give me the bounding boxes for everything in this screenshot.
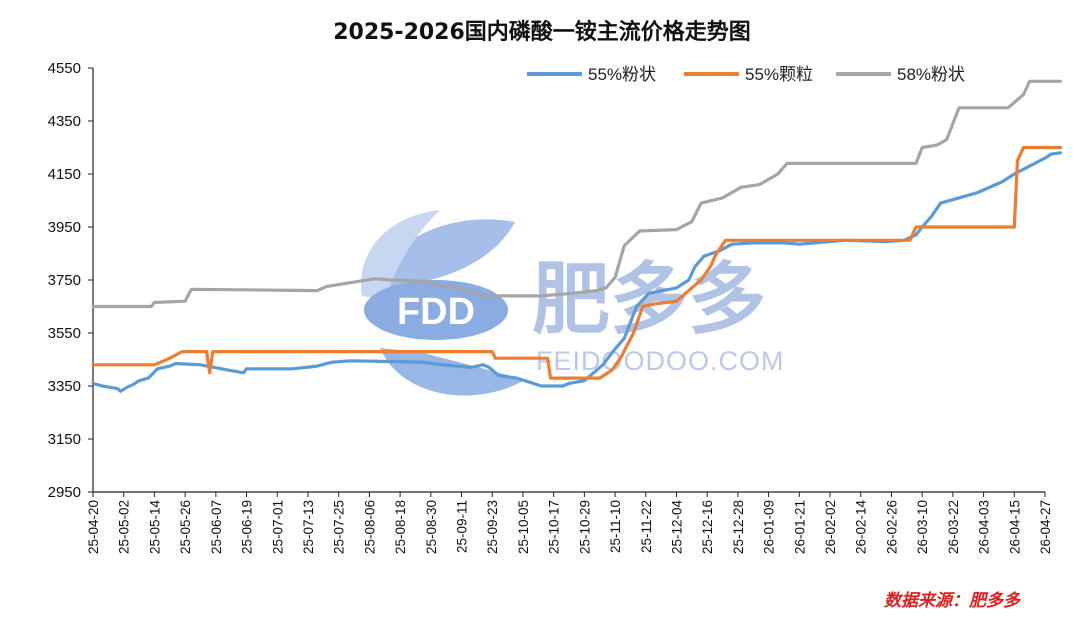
x-tick-label: 25-09-11: [455, 500, 470, 553]
y-tick-label: 4350: [48, 113, 81, 130]
x-tick-label: 26-02-26: [884, 500, 899, 554]
x-tick-label: 25-05-02: [117, 500, 132, 554]
x-tick-label: 25-08-18: [393, 500, 408, 554]
x-tick-label: 25-05-26: [178, 500, 193, 554]
legend-label-3: 58%粉状: [897, 65, 965, 84]
x-tick-label: 26-03-22: [946, 500, 961, 554]
x-tick-label: 26-04-27: [1038, 500, 1053, 554]
y-tick-label: 3950: [48, 219, 81, 236]
x-tick-label: 25-12-16: [700, 500, 715, 554]
y-tick-label: 2950: [48, 484, 81, 501]
series-lines: [91, 79, 1062, 393]
y-tick-label: 3550: [48, 325, 81, 342]
y-tick-label: 3150: [48, 431, 81, 448]
x-tick-label: 25-10-29: [577, 500, 592, 554]
legend: 55%粉状 55%颗粒 58%粉状: [527, 65, 965, 84]
url-watermark: FEIDOODOO.COM: [536, 346, 785, 376]
x-tick-label: 25-07-25: [332, 500, 347, 554]
x-tick-label: 25-08-06: [362, 500, 377, 554]
x-tick-label: 26-02-02: [823, 500, 838, 554]
brand-watermark: 肥多多: [532, 255, 766, 345]
y-tick-label: 3350: [48, 378, 81, 395]
chart-title: 2025-2026国内磷酸一铵主流价格走势图: [333, 19, 751, 45]
legend-label-1: 55%粉状: [588, 65, 656, 84]
x-tick-label: 26-03-10: [915, 500, 930, 554]
y-tick-label: 3750: [48, 272, 81, 289]
series-line-3: [91, 79, 1062, 309]
y-tick-label: 4550: [48, 60, 81, 77]
data-source-note: 数据来源：肥多多: [884, 591, 1022, 611]
legend-label-2: 55%颗粒: [745, 65, 813, 84]
x-tick-label: 25-07-01: [270, 500, 285, 554]
x-tick-label: 25-11-22: [639, 500, 654, 553]
fdd-logo-text: FDD: [397, 291, 475, 333]
feiduoduo-watermark: FDD 肥多多 FEIDOODOO.COM: [361, 210, 784, 396]
x-tick-label: 25-10-05: [516, 500, 531, 554]
x-tick-label: 25-10-17: [547, 500, 562, 554]
axes: 2950 3150 3350 3550 3750 3950 4150 4350 4550 25-0…: [48, 60, 1053, 554]
x-tick-label: 26-02-14: [854, 500, 869, 555]
x-tick-label: 25-06-07: [209, 500, 224, 554]
x-tick-label: 26-01-09: [762, 500, 777, 554]
x-tick-label: 26-04-03: [977, 500, 992, 554]
x-tick-label: 25-11-10: [608, 500, 623, 553]
y-tick-label: 4150: [48, 166, 81, 183]
x-tick-label: 25-09-23: [485, 500, 500, 554]
x-tick-label: 26-01-21: [792, 500, 807, 554]
x-tick-label: 25-04-20: [86, 500, 101, 554]
x-tick-label: 26-04-15: [1007, 500, 1022, 554]
x-tick-label: 25-07-13: [301, 500, 316, 554]
x-tick-label: 25-12-04: [669, 500, 684, 555]
x-tick-label: 25-06-19: [240, 500, 255, 554]
x-tick-label: 25-12-28: [731, 500, 746, 554]
series-line-2: [91, 145, 1062, 380]
x-tick-label: 25-08-30: [424, 500, 439, 554]
x-tick-label: 25-05-14: [147, 500, 162, 555]
fdd-logo: FDD: [361, 210, 525, 396]
